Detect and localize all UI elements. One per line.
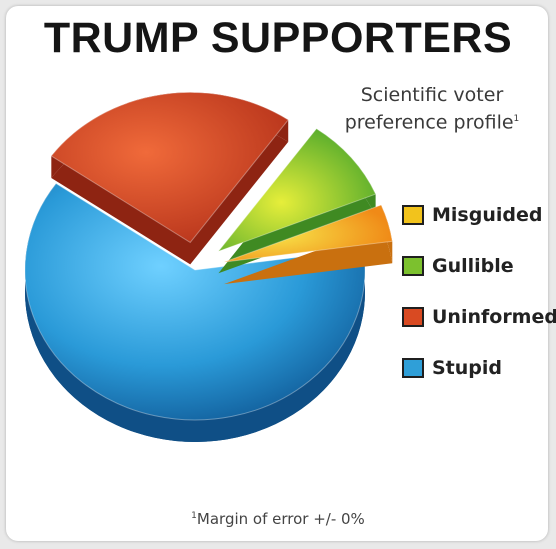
pie-slice-uninformed [50, 91, 289, 244]
footnote-text: Margin of error +/- 0% [196, 510, 365, 528]
legend-item-uninformed: Uninformed [402, 306, 556, 328]
legend-label-stupid: Stupid [432, 357, 503, 379]
legend-swatch-uninformed [402, 307, 424, 327]
pie-slice-stupid [24, 182, 366, 421]
chart-title: TRUMP SUPPORTERS [43, 14, 513, 62]
legend-label-gullible: Gullible [432, 255, 514, 277]
chart-subtitle: Scientific voter preference profile1 [332, 83, 532, 134]
subtitle-footnote-marker: 1 [513, 114, 520, 124]
legend-swatch-stupid [402, 358, 424, 378]
legend-label-uninformed: Uninformed [432, 306, 556, 328]
legend-swatch-misguided [402, 205, 424, 225]
legend-item-gullible: Gullible [402, 255, 552, 277]
legend-swatch-gullible [402, 256, 424, 276]
pie-slice-misguided [223, 204, 393, 263]
legend-item-misguided: Misguided [402, 204, 552, 226]
legend-item-stupid: Stupid [402, 357, 552, 379]
subtitle-line-1: Scientific voter [360, 84, 504, 106]
footnote-marker: 1 [191, 511, 197, 521]
legend-label-misguided: Misguided [432, 204, 543, 226]
subtitle-line-2: preference profile [344, 111, 514, 134]
pie-slice-gullible [216, 128, 377, 253]
legend: Misguided Gullible Uninformed Stupid [402, 204, 556, 409]
footnote: 1Margin of error +/- 0% [0, 510, 556, 528]
